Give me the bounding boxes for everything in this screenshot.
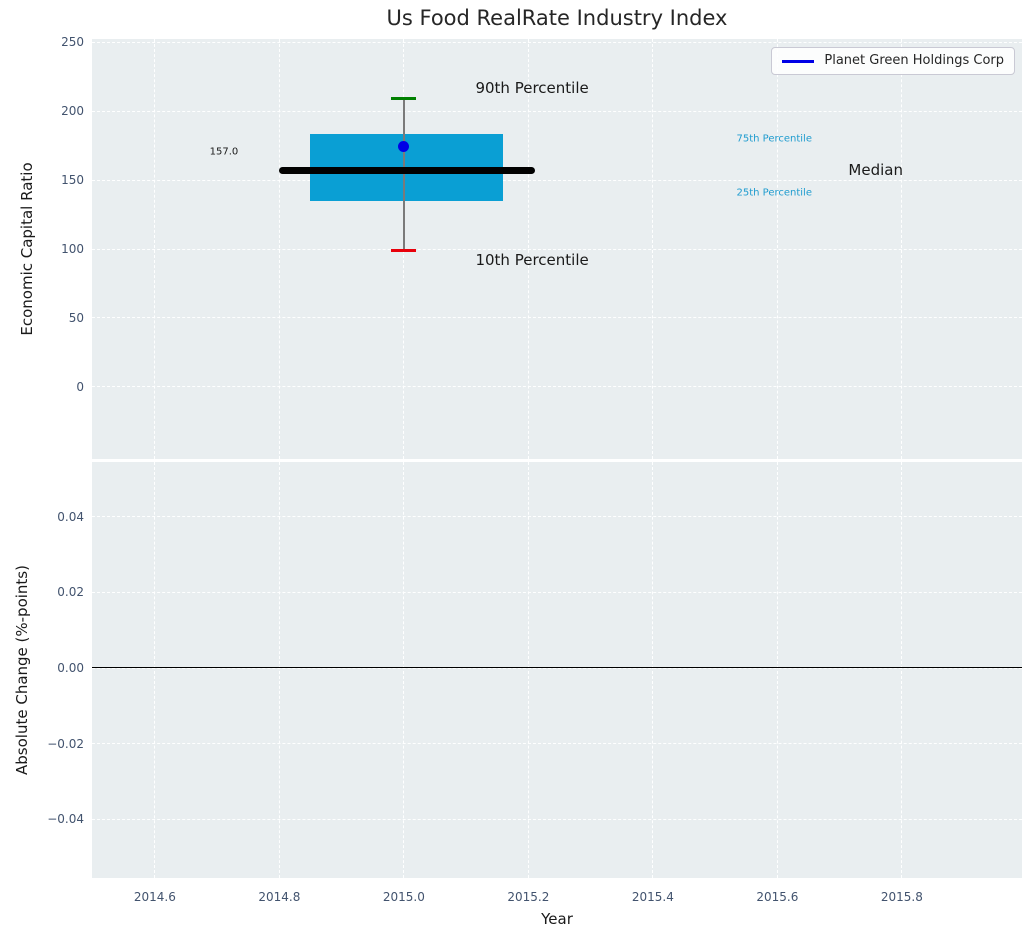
gridline-vertical <box>403 462 405 878</box>
y-tick-label: 0.02 <box>57 585 84 600</box>
company-value-dot <box>398 141 410 153</box>
gridline-vertical <box>154 462 156 878</box>
gridline-horizontal <box>92 516 1022 518</box>
gridline-vertical <box>527 462 529 878</box>
x-tick-label: 2015.4 <box>631 890 674 904</box>
y-tick-label: 0.04 <box>57 509 84 524</box>
x-axis-label: Year <box>541 910 573 928</box>
p10-cap <box>391 248 417 252</box>
x-tick-label: 2014.6 <box>133 890 176 904</box>
y-tick-label: 0.00 <box>57 661 84 676</box>
gridline-vertical <box>278 462 280 878</box>
gridline-horizontal <box>92 743 1022 745</box>
gridline-horizontal <box>92 41 1022 43</box>
p90-annotation: 90th Percentile <box>475 79 589 98</box>
p75-annotation: 75th Percentile <box>736 133 812 145</box>
gridline-vertical <box>652 462 654 878</box>
p25-annotation: 25th Percentile <box>736 187 812 199</box>
y-tick-label: 250 <box>61 35 84 50</box>
bottom-plot-area <box>92 462 1022 878</box>
x-tick-label: 2014.8 <box>258 890 301 904</box>
legend-label: Planet Green Holdings Corp <box>824 53 1004 68</box>
box-whisker-line <box>403 98 405 251</box>
y-tick-label: 50 <box>68 310 84 325</box>
y-tick-label: −0.02 <box>47 736 84 751</box>
gridline-horizontal <box>92 110 1022 112</box>
median-annotation: Median <box>848 160 903 179</box>
x-tick-label: 2015.0 <box>382 890 425 904</box>
chart-title: Us Food RealRate Industry Index <box>386 6 728 30</box>
gridline-horizontal <box>92 317 1022 319</box>
gridline-horizontal <box>92 179 1022 181</box>
gridline-vertical <box>901 462 903 878</box>
y-tick-label: 100 <box>61 242 84 256</box>
x-tick-label: 2015.2 <box>507 890 550 904</box>
y-tick-label: 200 <box>61 104 84 119</box>
zero-line <box>92 667 1022 669</box>
p90-cap <box>391 97 417 101</box>
gridline-horizontal <box>92 248 1022 250</box>
top-plot-area: 157.0 90th Percentile 10th Percentile 75th … <box>92 39 1022 459</box>
x-tick-label: 2015.8 <box>880 890 923 904</box>
x-tick-label: 2015.6 <box>756 890 799 904</box>
gridline-horizontal <box>92 591 1022 593</box>
gridline-horizontal <box>92 818 1022 820</box>
y-tick-label: 150 <box>61 173 84 187</box>
median-line <box>279 166 535 174</box>
y-tick-label: 0 <box>76 379 84 394</box>
legend-line-sample <box>782 59 815 63</box>
y-tick-label: −0.04 <box>47 812 84 827</box>
p10-annotation: 10th Percentile <box>475 251 589 270</box>
median-value-annotation: 157.0 <box>209 146 239 158</box>
gridline-horizontal <box>92 386 1022 388</box>
legend: Planet Green Holdings Corp <box>771 47 1015 75</box>
gridline-vertical <box>776 462 778 878</box>
